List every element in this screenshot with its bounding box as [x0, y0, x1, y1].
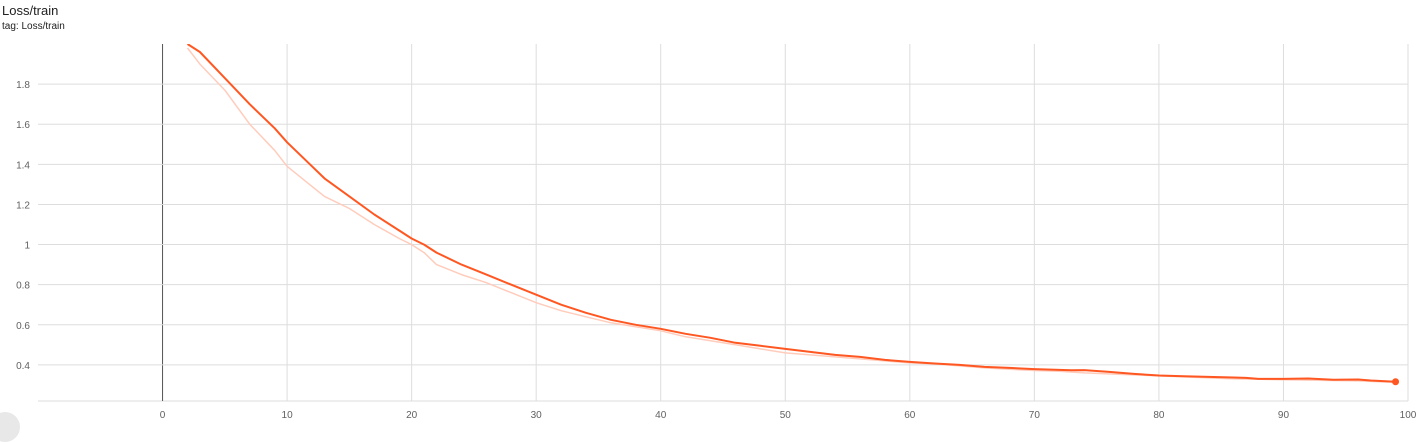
chart-subtitle: tag: Loss/train — [2, 21, 65, 32]
y-tick-label: 1 — [24, 241, 30, 252]
y-tick-label: 0.4 — [16, 361, 30, 372]
x-tick-label: 80 — [1153, 410, 1165, 421]
x-tick-label: 30 — [531, 410, 543, 421]
y-tick-label: 1.6 — [16, 120, 30, 131]
x-tick-label: 10 — [282, 410, 294, 421]
x-tick-label: 20 — [406, 410, 418, 421]
x-tick-label: 70 — [1029, 410, 1041, 421]
loss-chart[interactable]: 0 10 20 30 40 50 60 70 80 90 100 0.4 0.6 0.8 1 1.2 1.4 1.… — [0, 0, 1417, 427]
y-tick-label: 1.4 — [16, 160, 30, 171]
x-tick-label: 90 — [1278, 410, 1290, 421]
raw-loss-line — [186, 47, 1396, 384]
y-tick-label: 0.8 — [16, 281, 30, 292]
last-point-marker — [1392, 378, 1400, 386]
series-lines — [186, 44, 1400, 386]
x-tick-label: 60 — [904, 410, 916, 421]
y-tick-label: 1.2 — [16, 200, 30, 211]
grid-lines — [38, 44, 1409, 402]
y-tick-label: 1.8 — [16, 80, 30, 91]
y-tick-label: 0.6 — [16, 321, 30, 332]
x-tick-label: 100 — [1400, 410, 1417, 421]
smoothed-loss-line — [186, 44, 1396, 383]
x-tick-label: 50 — [780, 410, 792, 421]
x-tick-label: 40 — [655, 410, 667, 421]
chart-title: Loss/train — [2, 3, 59, 18]
axis-labels: 0 10 20 30 40 50 60 70 80 90 100 0.4 0.6 0.8 1 1.2 1.4 1.… — [16, 80, 1417, 421]
x-tick-label: 0 — [160, 410, 166, 421]
